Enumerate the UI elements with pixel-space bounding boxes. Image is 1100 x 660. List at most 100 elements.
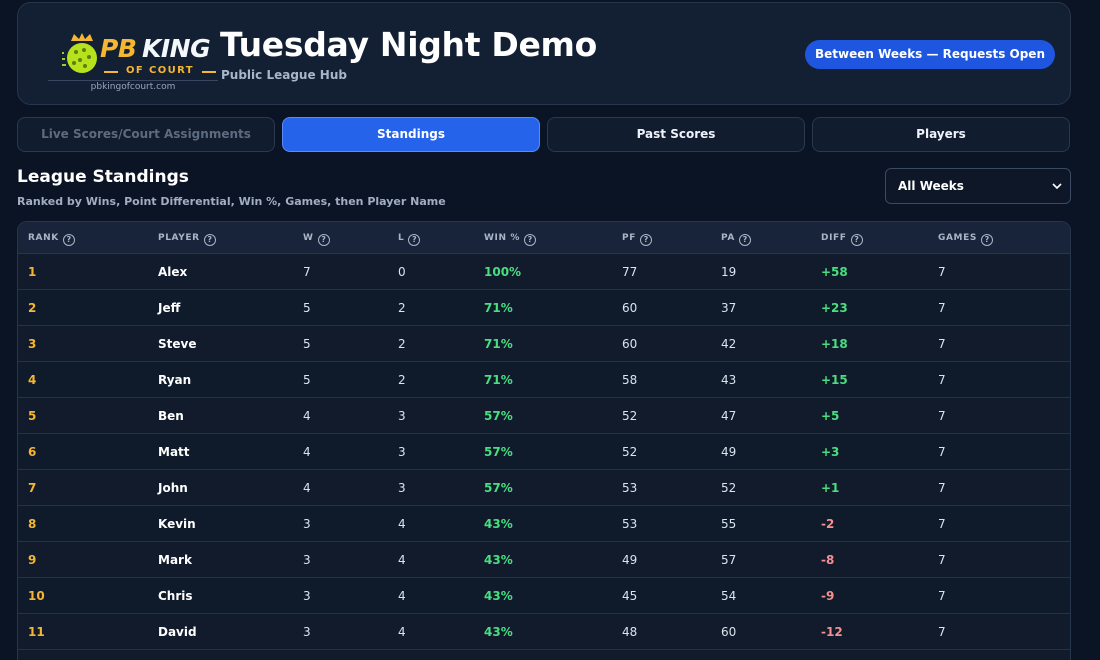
rank-cell: 8 — [28, 517, 37, 531]
column-header-rank[interactable]: RANK? — [28, 222, 75, 254]
table-row[interactable]: 5 Ben 4 3 57% 52 47 +5 7 — [18, 398, 1070, 434]
table-row[interactable]: 6 Matt 4 3 57% 52 49 +3 7 — [18, 434, 1070, 470]
points-for-cell: 48 — [622, 625, 638, 639]
diff-cell: -2 — [821, 517, 835, 531]
points-against-cell: 49 — [721, 445, 737, 459]
wins-cell: 4 — [303, 409, 311, 423]
losses-cell: 2 — [398, 301, 406, 315]
table-row[interactable]: 11 David 3 4 43% 48 60 -12 7 — [18, 614, 1070, 650]
rank-cell: 6 — [28, 445, 37, 459]
points-for-cell: 60 — [622, 337, 638, 351]
rank-cell: 4 — [28, 373, 37, 387]
week-filter-select[interactable]: All Weeks — [885, 168, 1071, 204]
games-cell: 7 — [938, 337, 946, 351]
logo-pb-text: PB — [100, 34, 137, 63]
diff-cell: -8 — [821, 553, 835, 567]
player-cell: Jeff — [158, 301, 181, 315]
rank-cell: 7 — [28, 481, 37, 495]
games-cell: 7 — [938, 445, 946, 459]
tab-players[interactable]: Players — [812, 117, 1070, 152]
points-for-cell: 52 — [622, 409, 638, 423]
player-cell: Matt — [158, 445, 190, 459]
games-cell: 7 — [938, 373, 946, 387]
help-icon[interactable]: ? — [408, 234, 421, 246]
points-against-cell: 54 — [721, 589, 737, 603]
diff-cell: +15 — [821, 373, 848, 387]
column-header-l[interactable]: L? — [398, 222, 421, 254]
table-row[interactable]: 9 Mark 3 4 43% 49 57 -8 7 — [18, 542, 1070, 578]
rank-cell: 2 — [28, 301, 37, 315]
losses-cell: 4 — [398, 625, 406, 639]
table-row[interactable]: 4 Ryan 5 2 71% 58 43 +15 7 — [18, 362, 1070, 398]
points-against-cell: 43 — [721, 373, 737, 387]
help-icon[interactable]: ? — [850, 234, 863, 246]
table-row[interactable]: 10 Chris 3 4 43% 45 54 -9 7 — [18, 578, 1070, 614]
column-header-win-pct[interactable]: WIN %? — [484, 222, 536, 254]
losses-cell: 3 — [398, 481, 406, 495]
win-pct-cell: 100% — [484, 265, 522, 279]
help-icon[interactable]: ? — [980, 234, 993, 246]
table-row[interactable]: 3 Steve 5 2 71% 60 42 +18 7 — [18, 326, 1070, 362]
losses-cell: 3 — [398, 409, 406, 423]
help-icon[interactable]: ? — [62, 234, 75, 246]
wins-cell: 4 — [303, 445, 311, 459]
rank-cell: 3 — [28, 337, 37, 351]
points-against-cell: 55 — [721, 517, 737, 531]
wins-cell: 5 — [303, 373, 311, 387]
help-icon[interactable]: ? — [639, 234, 652, 246]
points-for-cell: 49 — [622, 553, 638, 567]
player-cell: Ben — [158, 409, 184, 423]
wins-cell: 3 — [303, 589, 311, 603]
diff-cell: +1 — [821, 481, 840, 495]
win-pct-cell: 43% — [484, 589, 513, 603]
points-against-cell: 60 — [721, 625, 737, 639]
tab-past-scores[interactable]: Past Scores — [547, 117, 805, 152]
table-row[interactable]: 7 John 4 3 57% 53 52 +1 7 — [18, 470, 1070, 506]
chevron-down-icon — [1052, 183, 1062, 190]
win-pct-cell: 71% — [484, 373, 513, 387]
losses-cell: 3 — [398, 445, 406, 459]
diff-cell: +5 — [821, 409, 840, 423]
column-header-pf[interactable]: PF? — [622, 222, 652, 254]
losses-cell: 4 — [398, 517, 406, 531]
column-header-pa[interactable]: PA? — [721, 222, 751, 254]
table-header: RANK? PLAYER? W? L? WIN %? PF? PA? DIFF?… — [18, 222, 1070, 254]
points-against-cell: 19 — [721, 265, 737, 279]
points-against-cell: 52 — [721, 481, 737, 495]
points-for-cell: 60 — [622, 301, 638, 315]
diff-cell: +23 — [821, 301, 848, 315]
help-icon[interactable]: ? — [738, 234, 751, 246]
wins-cell: 5 — [303, 337, 311, 351]
losses-cell: 0 — [398, 265, 406, 279]
player-cell: Kevin — [158, 517, 196, 531]
games-cell: 7 — [938, 589, 946, 603]
rank-cell: 11 — [28, 625, 45, 639]
diff-cell: +58 — [821, 265, 848, 279]
status-badge: Between Weeks — Requests Open — [805, 40, 1055, 69]
losses-cell: 2 — [398, 373, 406, 387]
table-row[interactable]: 1 Alex 7 0 100% 77 19 +58 7 — [18, 254, 1070, 290]
win-pct-cell: 43% — [484, 625, 513, 639]
wins-cell: 5 — [303, 301, 311, 315]
help-icon[interactable]: ? — [523, 234, 536, 246]
wins-cell: 3 — [303, 553, 311, 567]
column-header-w[interactable]: W? — [303, 222, 330, 254]
player-cell: John — [158, 481, 188, 495]
pickleball-crown-icon — [62, 33, 97, 73]
help-icon[interactable]: ? — [203, 234, 216, 246]
help-icon[interactable]: ? — [317, 234, 330, 246]
points-against-cell: 42 — [721, 337, 737, 351]
wins-cell: 7 — [303, 265, 311, 279]
rank-cell: 10 — [28, 589, 45, 603]
table-row[interactable]: 2 Jeff 5 2 71% 60 37 +23 7 — [18, 290, 1070, 326]
points-for-cell: 58 — [622, 373, 638, 387]
tab-standings[interactable]: Standings — [282, 117, 540, 152]
table-row[interactable]: 8 Kevin 3 4 43% 53 55 -2 7 — [18, 506, 1070, 542]
wins-cell: 3 — [303, 517, 311, 531]
column-header-diff[interactable]: DIFF? — [821, 222, 863, 254]
column-header-player[interactable]: PLAYER? — [158, 222, 216, 254]
brand-logo[interactable]: PB KING OF COURT pbkingofcourt.com — [44, 23, 218, 95]
tab-live-scores[interactable]: Live Scores/Court Assignments — [17, 117, 275, 152]
column-header-games[interactable]: GAMES? — [938, 222, 993, 254]
